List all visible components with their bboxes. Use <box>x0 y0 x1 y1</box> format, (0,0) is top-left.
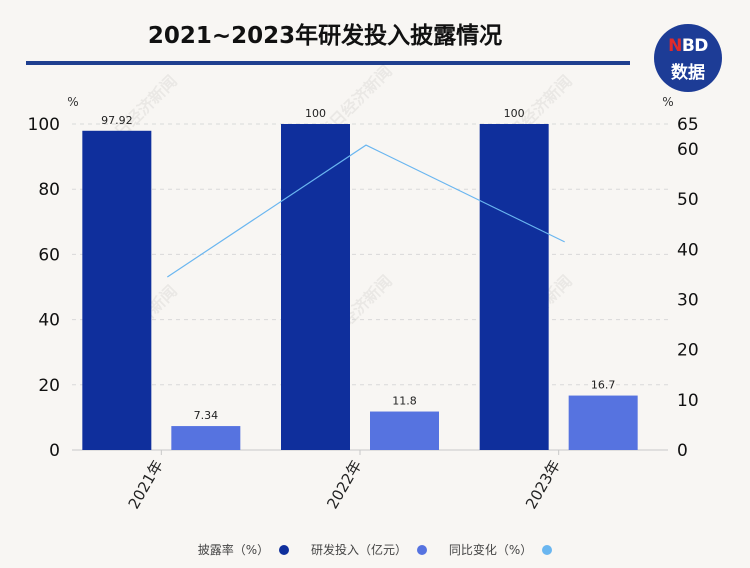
legend-label-rd: 研发投入（亿元） <box>310 543 407 557</box>
left-axis-tick: 80 <box>38 180 60 200</box>
bar-rd <box>370 411 439 450</box>
category-label: 2021年 <box>125 457 167 512</box>
right-axis-tick: 0 <box>677 441 688 461</box>
legend-label-yoy: 同比变化（%） <box>448 543 533 557</box>
yoy-line <box>167 144 565 278</box>
right-axis-tick: 30 <box>677 291 699 311</box>
legend-item-rate: 披露率（%） <box>197 541 290 558</box>
right-axis-tick: 20 <box>677 341 699 361</box>
data-label-rd: 11.8 <box>392 395 417 408</box>
data-label-rd: 7.34 <box>194 409 219 422</box>
bar-rd <box>568 395 638 450</box>
left-axis-tick: 60 <box>38 245 60 265</box>
right-axis-tick: 65 <box>677 115 699 135</box>
axes: 0 20 40 60 80 100% 0 10 20 30 40 50 60 65% <box>28 95 699 461</box>
logo-letters: BD <box>681 36 709 56</box>
right-axis-tick: 50 <box>677 190 699 210</box>
logo-subtitle: 数据 <box>671 63 705 83</box>
category-label: 2022年 <box>323 457 365 512</box>
yoy-line-layer <box>167 144 565 278</box>
bar-rate <box>479 124 549 450</box>
right-axis-tick: 40 <box>677 240 699 260</box>
left-axis-unit: % <box>67 95 78 109</box>
left-axis-tick: 0 <box>49 441 60 461</box>
left-axis-tick: 20 <box>38 376 60 396</box>
legend-dot-rate <box>279 545 290 555</box>
bar-line-chart: 每日经济新闻每日经济新闻每日经济新闻每日经济新闻每日经济新闻每日经济新闻 020… <box>28 62 699 513</box>
data-label-rate: 97.92 <box>101 114 133 127</box>
title-underline <box>26 61 630 65</box>
bar-rate <box>281 124 350 450</box>
left-axis-tick: 40 <box>38 311 60 331</box>
legend: 披露率（%） 研发投入（亿元） 同比变化（%） <box>0 541 750 558</box>
data-label-rate: 100 <box>305 107 326 120</box>
logo-accent-letter: N <box>668 36 682 56</box>
data-label-rate: 100 <box>504 107 525 120</box>
left-axis-tick: 100 <box>28 115 60 135</box>
legend-label-rate: 披露率（%） <box>197 543 270 557</box>
bar-rate <box>82 130 152 450</box>
right-axis-unit: % <box>662 95 673 109</box>
right-axis-tick: 10 <box>677 391 699 411</box>
legend-item-yoy: 同比变化（%） <box>448 541 553 558</box>
chart-title: 2021~2023年研发投入披露情况 <box>147 23 503 49</box>
legend-dot-yoy <box>542 545 553 555</box>
bars <box>82 124 638 450</box>
data-label-rd: 16.7 <box>591 379 616 392</box>
nbd-logo: NBD 数据 <box>654 24 722 92</box>
bar-rd <box>171 426 241 450</box>
right-axis-tick: 60 <box>677 140 699 160</box>
category-label: 2023年 <box>522 457 564 512</box>
legend-item-rd: 研发投入（亿元） <box>311 541 427 558</box>
legend-dot-rd <box>417 545 427 555</box>
gridlines <box>72 123 668 386</box>
